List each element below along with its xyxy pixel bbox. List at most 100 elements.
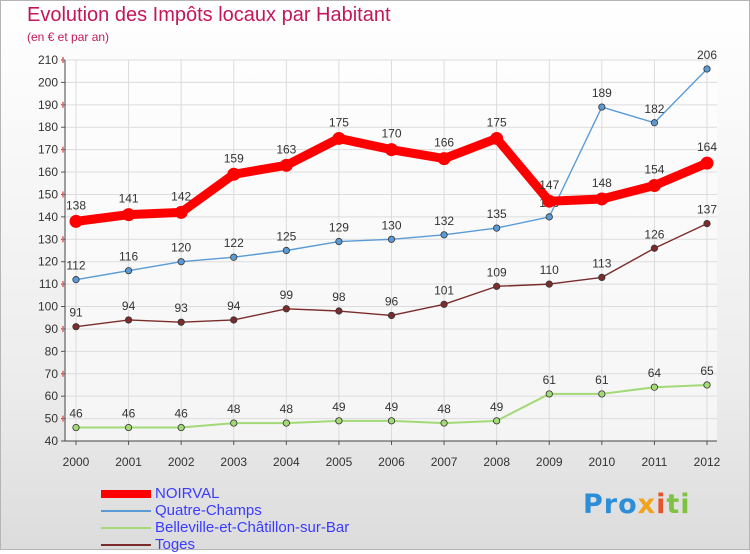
point-belleville-et-ch-tillon-sur-bar (703, 381, 711, 389)
proxiti-logo: Proxiti (583, 489, 691, 520)
data-label-toges: 101 (434, 283, 454, 297)
data-label-quatre-champs: 130 (381, 218, 401, 232)
x-tick-label: 2008 (483, 455, 510, 469)
x-tick-label: 2009 (536, 455, 563, 469)
data-label-noirval: 141 (119, 192, 139, 206)
point-quatre-champs (72, 276, 80, 284)
data-label-quatre-champs: 120 (171, 241, 191, 255)
y-tick-label: 180 (38, 120, 58, 134)
data-label-belleville-et-ch-tillon-sur-bar: 48 (437, 402, 451, 416)
data-label-belleville-et-ch-tillon-sur-bar: 61 (595, 373, 609, 387)
point-belleville-et-ch-tillon-sur-bar (72, 423, 80, 432)
x-tick-label: 2000 (63, 455, 90, 469)
legend-swatch (101, 544, 151, 546)
point-belleville-et-ch-tillon-sur-bar (650, 383, 659, 391)
y-tick-label: 210 (38, 53, 58, 67)
data-label-belleville-et-ch-tillon-sur-bar: 65 (700, 364, 714, 378)
data-label-belleville-et-ch-tillon-sur-bar: 61 (543, 373, 557, 387)
point-toges (177, 318, 185, 326)
point-quatre-champs (493, 224, 501, 232)
data-label-belleville-et-ch-tillon-sur-bar: 48 (227, 402, 241, 416)
point-belleville-et-ch-tillon-sur-bar (493, 417, 501, 425)
data-label-quatre-champs: 125 (276, 230, 296, 244)
point-quatre-champs (124, 267, 133, 275)
data-label-quatre-champs: 206 (697, 48, 717, 62)
data-label-quatre-champs: 116 (119, 250, 138, 264)
y-tick-label: 130 (38, 232, 58, 246)
y-tick-label: 190 (38, 98, 58, 112)
point-noirval (647, 179, 661, 193)
y-tick-label: 110 (39, 277, 58, 291)
data-label-noirval: 159 (224, 151, 244, 165)
data-label-noirval: 166 (434, 136, 454, 150)
point-toges (124, 316, 133, 324)
point-quatre-champs (545, 213, 553, 221)
legend-swatch (101, 490, 151, 498)
point-belleville-et-ch-tillon-sur-bar (440, 419, 448, 427)
y-tick-label: 170 (38, 143, 58, 157)
data-label-noirval: 163 (276, 142, 296, 156)
data-label-belleville-et-ch-tillon-sur-bar: 46 (174, 407, 188, 421)
data-label-belleville-et-ch-tillon-sur-bar: 49 (332, 400, 346, 414)
data-label-belleville-et-ch-tillon-sur-bar: 64 (648, 366, 662, 380)
point-toges (72, 323, 80, 331)
y-tick-label: 90 (45, 322, 59, 336)
logo-part-pro: Pro (583, 489, 638, 520)
point-noirval (174, 205, 188, 219)
data-label-quatre-champs: 135 (487, 207, 507, 221)
x-tick-label: 2012 (694, 455, 721, 469)
x-tick-label: 2005 (326, 455, 353, 469)
point-toges (282, 305, 290, 313)
y-tick-label: 70 (45, 367, 59, 381)
point-noirval (122, 208, 136, 222)
y-tick-label: 140 (38, 210, 58, 224)
data-label-toges: 98 (332, 290, 346, 304)
point-quatre-champs (230, 253, 238, 261)
data-label-toges: 99 (280, 288, 294, 302)
point-noirval (700, 156, 714, 170)
y-tick-label: 50 (45, 412, 59, 426)
point-belleville-et-ch-tillon-sur-bar (545, 390, 553, 398)
data-label-noirval: 175 (487, 115, 507, 129)
data-label-toges: 109 (487, 265, 507, 279)
point-belleville-et-ch-tillon-sur-bar (335, 417, 343, 425)
point-noirval (279, 158, 293, 172)
x-tick-label: 2007 (431, 455, 458, 469)
data-label-belleville-et-ch-tillon-sur-bar: 46 (69, 407, 83, 421)
data-label-noirval: 138 (66, 198, 86, 212)
data-label-noirval: 175 (329, 115, 349, 129)
y-tick-label: 40 (45, 434, 59, 448)
point-noirval (595, 192, 609, 206)
legend-label: NOIRVAL (155, 485, 220, 502)
y-tick-label: 200 (38, 75, 58, 89)
legend-item: Quatre-Champs (101, 502, 401, 520)
point-noirval (385, 143, 398, 157)
data-label-quatre-champs: 132 (434, 214, 454, 228)
y-tick-label: 160 (38, 165, 58, 179)
point-quatre-champs (282, 246, 290, 255)
legend-item: Toges (101, 536, 401, 554)
data-label-belleville-et-ch-tillon-sur-bar: 46 (122, 407, 136, 421)
point-toges (598, 273, 606, 281)
point-quatre-champs (177, 258, 185, 266)
legend-label: Quatre-Champs (155, 502, 262, 519)
y-tick-label: 60 (45, 389, 59, 403)
point-toges (387, 311, 396, 320)
data-label-toges: 126 (644, 227, 664, 241)
legend-swatch (101, 510, 151, 512)
point-belleville-et-ch-tillon-sur-bar (124, 423, 133, 432)
point-noirval (227, 167, 241, 181)
data-label-toges: 93 (174, 301, 188, 315)
data-label-noirval: 148 (592, 176, 612, 190)
data-label-noirval: 154 (644, 163, 664, 177)
data-label-toges: 113 (592, 256, 611, 270)
point-toges (335, 307, 343, 315)
x-tick-label: 2004 (273, 455, 300, 469)
data-label-toges: 96 (385, 294, 399, 308)
legend-item: Belleville-et-Châtillon-sur-Bar (101, 519, 401, 537)
point-toges (230, 316, 238, 324)
y-tick-label: 150 (38, 187, 58, 201)
legend-swatch (101, 527, 151, 529)
x-tick-label: 2010 (588, 455, 615, 469)
